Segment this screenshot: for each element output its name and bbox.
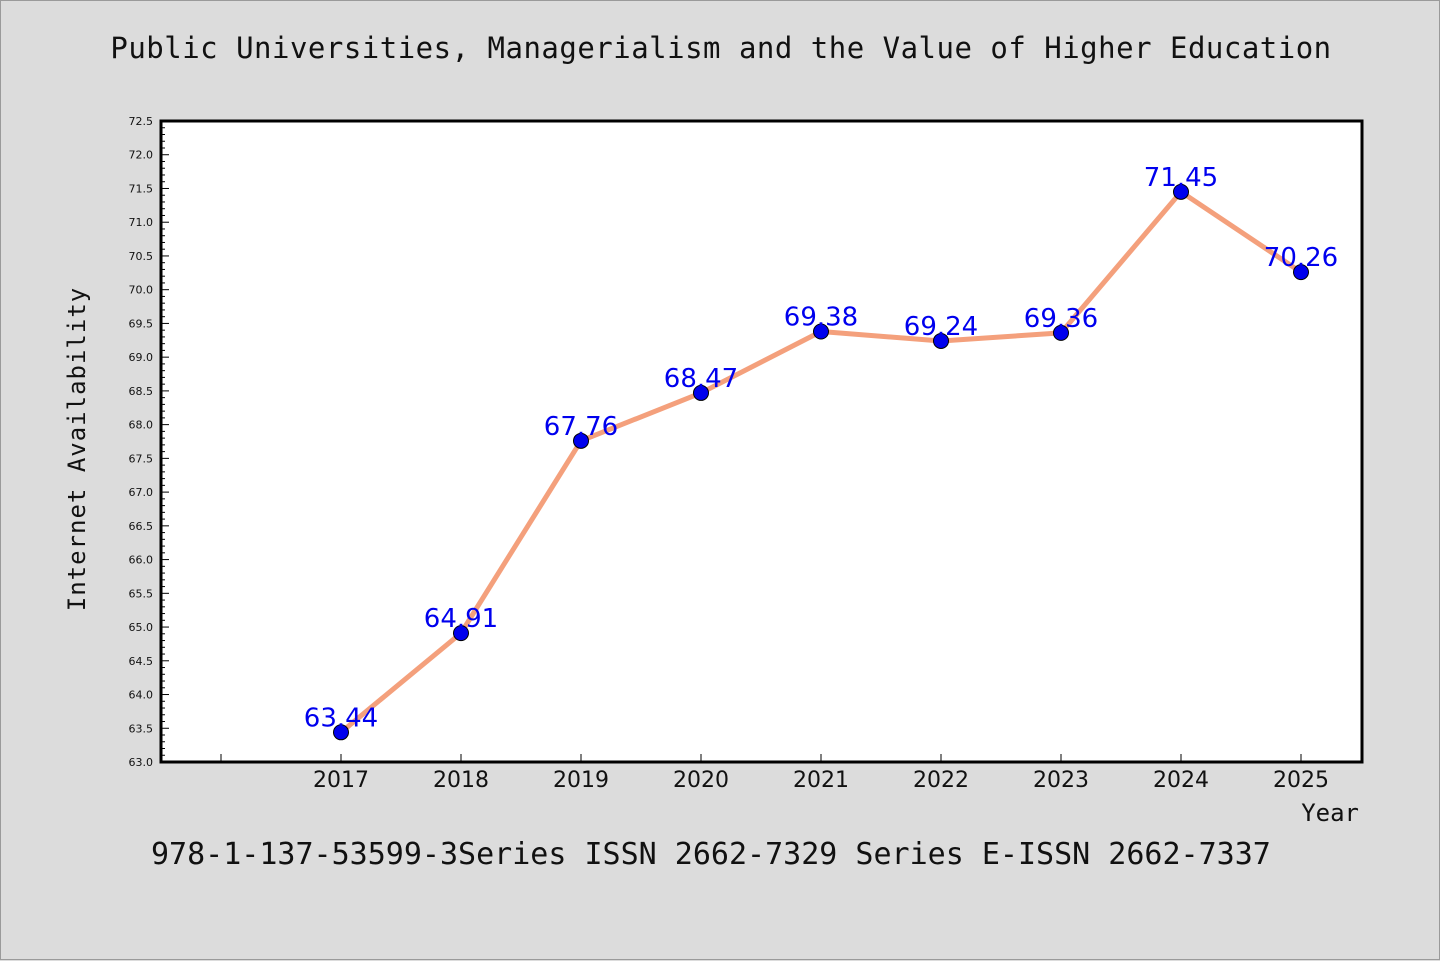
y-tick-label: 71.5 [129, 182, 154, 195]
y-tick-label: 69.5 [129, 317, 154, 330]
data-point [573, 432, 589, 449]
data-label: 69.36 [1024, 304, 1098, 334]
x-tick-label: 2020 [673, 768, 729, 793]
x-tick-label: 2025 [1273, 768, 1329, 793]
y-tick-label: 64.0 [129, 689, 154, 702]
data-point [453, 625, 469, 642]
data-label: 64.91 [424, 604, 498, 634]
y-tick-label: 65.0 [129, 621, 154, 634]
y-tick-label: 70.0 [129, 284, 154, 297]
y-tick-label: 67.0 [129, 486, 154, 499]
data-point [813, 323, 829, 340]
data-point [1293, 264, 1309, 281]
data-label: 69.38 [784, 303, 858, 333]
data-label: 71.45 [1144, 163, 1218, 193]
chart-title: Public Universities, Managerialism and t… [110, 31, 1332, 65]
data-label: 70.26 [1264, 243, 1338, 273]
x-axis-label: Year [1301, 799, 1359, 827]
data-point [333, 724, 349, 741]
x-tick-label: 2017 [313, 768, 369, 793]
y-tick-label: 72.5 [129, 115, 154, 128]
data-label: 63.44 [304, 703, 378, 733]
data-point [933, 332, 949, 349]
data-label: 69.24 [904, 312, 978, 342]
x-tick-label: 2024 [1153, 768, 1209, 793]
y-tick-label: 63.0 [129, 756, 154, 769]
x-tick-label: 2022 [913, 768, 969, 793]
footer-note: 978-1-137-53599-3Series ISSN 2662-7329 S… [151, 837, 1271, 872]
x-tick-label: 2019 [553, 768, 609, 793]
y-tick-label: 69.0 [129, 351, 154, 364]
y-tick-label: 64.5 [129, 655, 154, 668]
y-axis-label: Internet Availability [63, 286, 91, 612]
y-tick-label: 67.5 [129, 452, 154, 465]
x-tick-label: 2018 [433, 768, 489, 793]
plot-area [161, 121, 1362, 762]
y-tick-label: 72.0 [129, 149, 154, 162]
y-tick-label: 68.5 [129, 385, 154, 398]
data-label: 67.76 [544, 412, 618, 442]
data-point [1173, 183, 1189, 200]
x-tick-label: 2023 [1033, 768, 1089, 793]
y-tick-label: 63.5 [129, 722, 154, 735]
y-tick-label: 71.0 [129, 216, 154, 229]
y-tick-label: 66.0 [129, 554, 154, 567]
data-point [1053, 324, 1069, 341]
data-point [693, 384, 709, 401]
data-label: 68.47 [664, 364, 738, 394]
x-tick-label: 2021 [793, 768, 849, 793]
y-tick-label: 65.5 [129, 587, 154, 600]
y-tick-label: 70.5 [129, 250, 154, 263]
plot-border [159, 119, 1364, 764]
y-tick-label: 66.5 [129, 520, 154, 533]
y-tick-label: 68.0 [129, 419, 154, 432]
